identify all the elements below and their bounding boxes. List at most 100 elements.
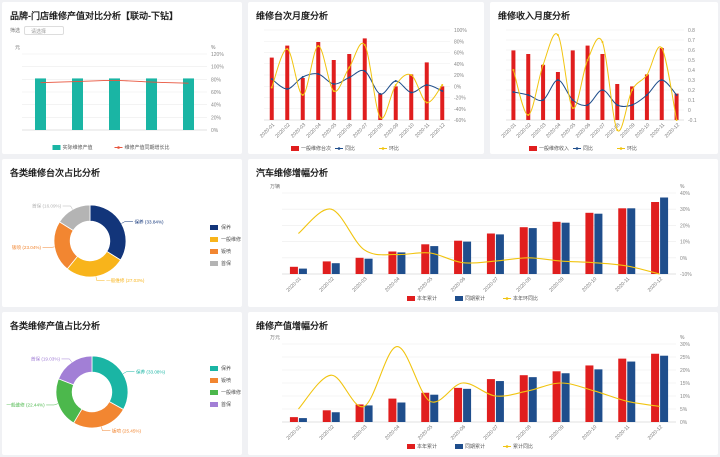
pie-label: 首保 (19.03%) [31, 356, 61, 363]
bar-primary [269, 57, 274, 120]
bar-secondary [463, 388, 472, 422]
legend-swatch [210, 237, 218, 242]
bar-primary [486, 233, 495, 274]
bar-primary [585, 212, 594, 274]
bar-secondary [495, 381, 504, 422]
bar-primary [322, 410, 331, 422]
panel-title: 维修产值增幅分析 [256, 321, 329, 331]
y-axis-unit-right: % [680, 335, 685, 341]
revenue-month-chart: -0.100.10.20.30.40.50.60.70.82020-012020… [501, 28, 697, 152]
x-tick-label: 2020-04 [305, 122, 322, 139]
x-tick-label: 2020-06 [450, 276, 467, 293]
x-tick-label: 2020-11 [414, 122, 431, 139]
legend-label: 一般维修台次 [301, 145, 331, 152]
x-tick-label: 2020-04 [384, 424, 401, 441]
bar-secondary [397, 252, 406, 274]
x-tick-label: 2020-07 [590, 122, 607, 139]
series-point [542, 99, 545, 101]
pie-label: 一般维修 (27.03%) [106, 277, 145, 284]
series-point [394, 84, 397, 86]
y-tick-label-right: 0% [454, 84, 462, 90]
x-tick-label: 2020-10 [398, 122, 415, 139]
series-point [512, 69, 515, 71]
y-axis-unit-left: 元 [15, 45, 20, 51]
series-point [675, 119, 678, 121]
series-point [556, 34, 559, 36]
series-point [542, 64, 545, 66]
bar-secondary [430, 246, 439, 274]
series-point [586, 59, 589, 61]
series-point [527, 94, 530, 96]
legend-label: 环比 [389, 145, 399, 152]
x-tick-label: 2020-10 [581, 276, 598, 293]
legend-label: 维修产值同期增长比 [125, 144, 170, 151]
legend-label: 钣喷 [221, 248, 231, 255]
pie-label-line [95, 276, 105, 281]
bar-secondary [561, 373, 570, 422]
series-point [332, 83, 335, 85]
series-point [286, 88, 289, 90]
bar-primary [409, 74, 414, 120]
x-tick-label: 2020-03 [290, 122, 307, 139]
x-tick-label: 2020-08 [367, 122, 384, 139]
pie-label-line [42, 246, 55, 248]
pie-label: 一般维修 (22.44%) [6, 402, 45, 409]
series-point [270, 86, 273, 89]
bar-primary [146, 78, 157, 130]
legend-label: 累计同比 [513, 443, 533, 450]
x-tick-label: 2020-02 [515, 122, 532, 139]
output-growth-chart: 0% 5% 10% 15% 20% 25% 30% 万元 % 2020-01 2020-02 2020… [270, 335, 691, 450]
y-tick-label-right: 0.4 [688, 68, 695, 74]
legend-swatch [210, 402, 218, 407]
series-point [512, 91, 515, 93]
pie-label: 钣喷 (25.45%) [112, 427, 142, 434]
bar-primary [552, 371, 561, 422]
legend-label: 实际维修产值 [63, 144, 93, 151]
series-point [301, 76, 304, 78]
y-tick-label-right: 40% [680, 191, 691, 197]
y-axis-unit-left: 万元 [270, 335, 280, 341]
y-tick-label-right: -60% [454, 118, 466, 124]
y-tick-label-right: 0 [688, 108, 691, 114]
pie-slice [58, 204, 91, 232]
bar-primary [421, 244, 430, 274]
legend-label: 环比 [627, 145, 637, 152]
series-point [675, 94, 678, 96]
auto-growth-chart: -10% 0% 10% 20% 30% 40% 万辆 % 2020-01 2020-02 2020-… [270, 183, 692, 302]
y-tick-label-right: -40% [454, 107, 466, 113]
series-point [556, 79, 559, 81]
filter-select[interactable]: 请选择 [24, 26, 65, 35]
panel-output-share: 各类维修产值占比分析 保养 (33.08%) 钣喷 (25.45%) 一般维修 (2… [2, 312, 242, 455]
bar-primary [289, 417, 298, 422]
y-tick-label-right: 0.5 [688, 58, 695, 64]
legend-swatch-dot [117, 146, 120, 149]
legend-swatch [407, 296, 415, 301]
series-point [601, 89, 604, 91]
bar-primary [109, 78, 120, 130]
bar-secondary [463, 241, 472, 274]
x-tick-label: 2020-08 [515, 276, 532, 293]
panel-auto-growth: 汽车维修增幅分析 -10% 0% 10% 20% 30% 40% 万辆% 2020-01 202… [248, 159, 718, 307]
bar-primary [526, 54, 531, 120]
y-tick-label-right: 0.8 [688, 28, 695, 34]
y-tick-label-right: 60% [211, 90, 222, 96]
series-point [616, 129, 619, 131]
x-tick-label: 2020-11 [614, 424, 631, 441]
bar-primary [355, 257, 364, 274]
x-tick-label: 2020-07 [352, 122, 369, 139]
bar-secondary [298, 418, 307, 422]
legend-label: 同期累计 [465, 295, 485, 302]
y-tick-label-right: 40% [454, 62, 465, 68]
panel-revenue-month: 维修收入月度分析 -0.1 0 0.1 0.2 0.3 0.4 0.5 0.6 0.7 0.8 20… [490, 2, 718, 154]
brand-store-chart: 0% 20% 40% 60% 80% 100% 120% 元 % 实际维修产值 维修产值同期增长比 [15, 45, 224, 151]
bar-primary [388, 251, 397, 274]
bar-primary [651, 353, 660, 422]
y-tick-label-right: 0.6 [688, 48, 695, 54]
series-point [660, 47, 663, 49]
series-point [425, 84, 428, 86]
x-tick-label: 2020-01 [501, 122, 518, 139]
bar-secondary [397, 402, 406, 422]
output-share-donut: 保养 (33.08%) 钣喷 (25.45%) 一般维修 (22.44%) 首保 (1… [6, 355, 241, 434]
x-tick-label: 2020-10 [634, 122, 651, 139]
y-tick-label-right: 80% [454, 39, 465, 45]
